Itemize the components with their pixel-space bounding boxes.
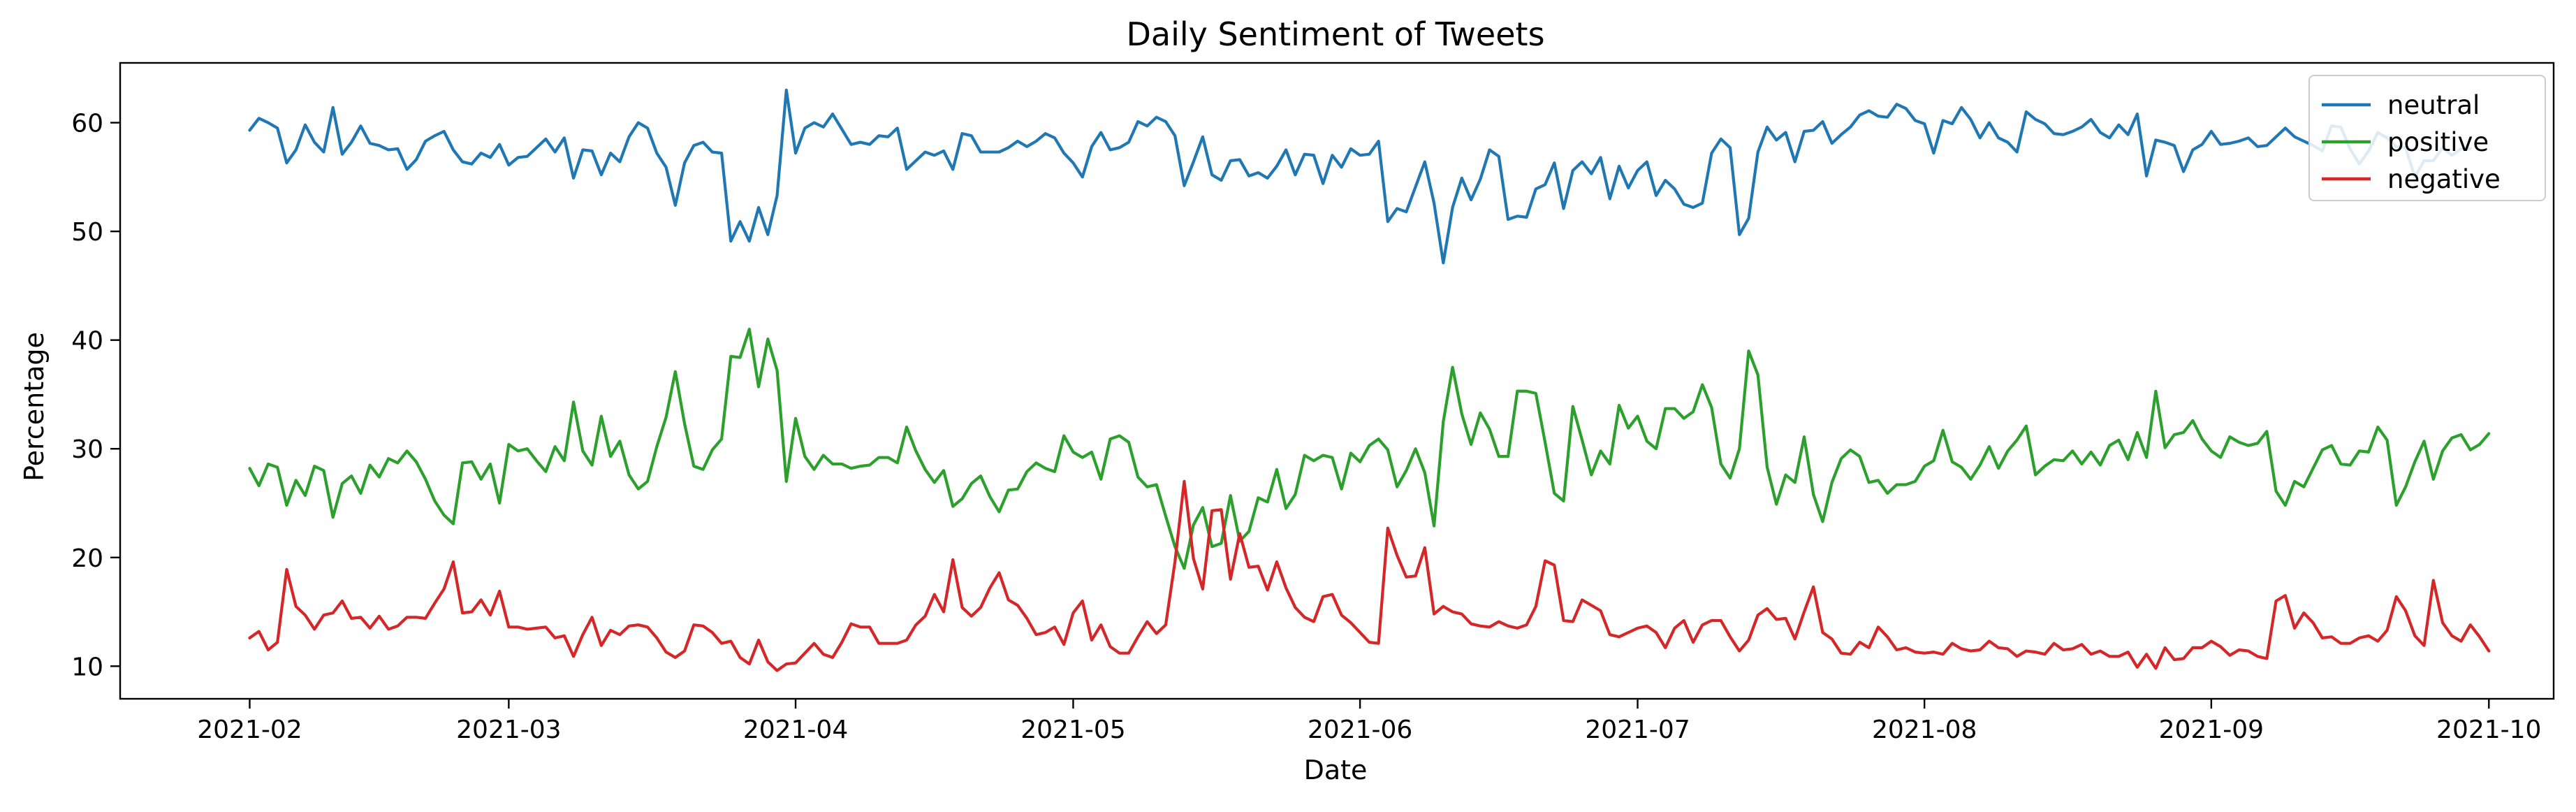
legend-label-negative: negative xyxy=(2387,164,2501,194)
y-tick-label: 20 xyxy=(71,544,103,573)
y-tick-label: 60 xyxy=(71,110,103,138)
x-tick-label: 2021-07 xyxy=(1585,716,1690,744)
x-tick-label: 2021-02 xyxy=(197,716,302,744)
y-axis: 10 20 30 40 50 60 xyxy=(71,110,120,681)
legend-label-neutral: neutral xyxy=(2387,90,2480,120)
x-tick-label: 2021-09 xyxy=(2159,716,2264,744)
x-tick-label: 2021-10 xyxy=(2436,716,2541,744)
series-line-positive xyxy=(248,328,2491,570)
plot-layer xyxy=(248,88,2491,672)
x-tick-label: 2021-06 xyxy=(1308,716,1412,744)
plot-frame xyxy=(119,61,2555,700)
series-line-neutral xyxy=(248,88,2472,265)
legend: neutral positive negative xyxy=(2308,75,2546,201)
y-tick-label: 10 xyxy=(71,653,103,681)
legend-box xyxy=(2308,75,2546,201)
x-tick-label: 2021-04 xyxy=(743,716,848,744)
chart-title: Daily Sentiment of Tweets xyxy=(1126,15,1544,53)
y-tick-label: 50 xyxy=(71,218,103,247)
legend-label-positive: positive xyxy=(2387,127,2489,157)
x-tick-label: 2021-05 xyxy=(1020,716,1125,744)
y-axis-label: Percentage xyxy=(19,332,50,481)
y-tick-label: 40 xyxy=(71,327,103,356)
x-tick-label: 2021-08 xyxy=(1872,716,1977,744)
y-tick-label: 30 xyxy=(71,435,103,464)
x-axis-label: Date xyxy=(1304,755,1368,785)
x-axis: 2021-02 2021-03 2021-04 2021-05 2021-06 2021-… xyxy=(197,699,2541,744)
x-tick-label: 2021-03 xyxy=(456,716,561,744)
series-line-negative xyxy=(248,479,2491,672)
